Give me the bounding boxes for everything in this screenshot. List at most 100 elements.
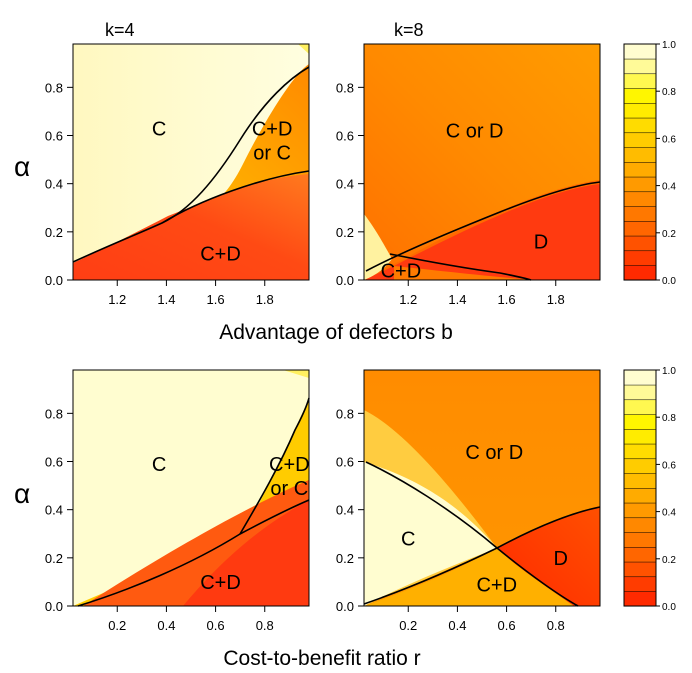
region-labels: C or D D C+D: [381, 121, 549, 283]
colorbar-swatch: [623, 473, 657, 489]
colorbar-label: 1.0: [662, 366, 676, 377]
colorbar-swatch: [623, 117, 657, 134]
x-tick-label: 1.2: [399, 292, 417, 307]
y-tick-label: 0.6: [45, 455, 63, 470]
y-tick-label: 0.2: [336, 225, 354, 240]
region-fill-corner: [298, 44, 309, 54]
colorbar-bottom: 0.0 0.2 0.4 0.6 0.8 1.0: [623, 366, 676, 613]
y-tick-label: 0.2: [336, 551, 354, 566]
region-label: C+D: [269, 454, 310, 476]
colorbar-label: 0.2: [662, 555, 676, 566]
colorbar-swatch: [623, 43, 657, 60]
colorbar-label: 0.2: [662, 229, 676, 240]
colorbar-swatch: [623, 191, 657, 207]
region-label: C: [152, 118, 166, 140]
boundary-curve-descending: [365, 461, 579, 607]
colorbar-swatch: [623, 399, 657, 415]
x-tick-label: 1.6: [207, 292, 225, 307]
heatmap-bottom-right: [364, 370, 600, 606]
region-labels: C C+Dor CC+D: [152, 118, 293, 265]
boundary-curve-ascending: [363, 506, 601, 605]
colorbar-swatch: [623, 414, 657, 430]
y-tick-label: 0.0: [336, 599, 354, 614]
colorbar-swatch: [623, 561, 657, 578]
x-tick-label: 1.4: [448, 292, 466, 307]
region-fill-deep-defection: [183, 500, 309, 606]
y-tick-label: 0.0: [45, 599, 63, 614]
region-fill-defection: [497, 506, 600, 606]
colorbar-frame: [623, 369, 657, 607]
axes: 0.2 0.4 0.6 0.8 0.0 0.2 0.4 0.6 0.8: [45, 406, 274, 633]
colorbar-label: 1.0: [662, 40, 676, 51]
y-tick-label: 0.0: [336, 273, 354, 288]
colorbar-swatch: [623, 265, 657, 281]
panel-bottom-right: C or D C C+D D 0.2 0.4 0.6 0.8 0.0 0.2 0.4 0.6 0.8: [336, 369, 601, 633]
x-tick-label: 0.6: [207, 618, 225, 633]
axes: 1.2 1.4 1.6 1.8 0.0 0.2 0.4 0.6 0.8: [336, 80, 565, 307]
colorbar-swatch: [623, 487, 657, 504]
y-tick-label: 0.4: [45, 503, 63, 518]
x-tick-label: 1.6: [498, 292, 516, 307]
boundary-curve-upper: [161, 66, 310, 224]
plot-frame: [72, 369, 310, 607]
x-tick-label: 0.6: [498, 618, 516, 633]
region-label: C: [401, 529, 415, 551]
x-tick-label: 0.2: [399, 618, 417, 633]
region-fill-c-plus-d: [394, 266, 534, 280]
region-label: C+D: [200, 572, 241, 594]
region-label: C+D: [200, 244, 241, 266]
region-fill-defection: [364, 184, 600, 280]
region-labels: C C+Dor CC+D: [152, 454, 310, 594]
region-fill-corner: [283, 370, 309, 378]
y-tick-label: 0.6: [45, 129, 63, 144]
y-tick-label: 0.0: [45, 273, 63, 288]
colorbar-swatch: [623, 428, 657, 445]
colorbar-swatch: [623, 532, 657, 548]
region-fill-defection: [73, 174, 309, 280]
region-label: C or D: [465, 442, 523, 464]
x-tick-label: 0.2: [108, 618, 126, 633]
colorbar-swatch: [623, 250, 657, 266]
x-tick-label: 1.8: [547, 292, 565, 307]
y-tick-label: 0.8: [336, 406, 354, 421]
colorbar-swatch: [623, 517, 657, 533]
y-tick-label: 0.8: [45, 406, 63, 421]
boundary-curve-lower: [389, 253, 532, 281]
colorbar-label: 0.0: [662, 602, 676, 613]
x-tick-label: 0.4: [157, 618, 175, 633]
colorbar-swatch: [623, 176, 657, 193]
region-labels: C or D C C+D D: [401, 442, 568, 596]
plot-frame: [72, 43, 310, 281]
region-label: D: [534, 231, 548, 253]
colorbar-label: 0.4: [662, 182, 676, 193]
y-tick-label: 0.4: [336, 177, 354, 192]
y-tick-label: 0.4: [336, 503, 354, 518]
y-tick-label: 0.4: [45, 177, 63, 192]
x-tick-label: 0.8: [256, 618, 274, 633]
colorbar-swatch: [623, 102, 657, 119]
colorbar-label: 0.8: [662, 87, 676, 98]
colorbar-swatch: [623, 220, 657, 237]
y-tick-label: 0.6: [336, 455, 354, 470]
colorbar-swatch: [623, 384, 657, 401]
colorbar-swatch: [623, 443, 657, 460]
panel-title-k8: k=8: [394, 20, 424, 40]
region-label: C+D: [381, 260, 422, 282]
region-fill-cooperation: [364, 462, 497, 606]
colorbar-swatch: [623, 369, 657, 386]
y-tick-label: 0.8: [336, 80, 354, 95]
colorbar-swatch: [623, 458, 657, 474]
colorbar-swatch: [623, 576, 657, 592]
y-tick-label: 0.6: [336, 129, 354, 144]
y-axis-label-top: α: [14, 151, 30, 182]
colorbar-top: 0.0 0.2 0.4 0.6 0.8 1.0: [623, 40, 676, 287]
boundary-curve-lower: [77, 499, 310, 607]
plot-frame: [363, 369, 601, 607]
panel-bottom-left: C C+Dor CC+D 0.2 0.4 0.6 0.80.00.20.40.60.8: [45, 369, 310, 633]
axes: 1.2 1.4 1.6 1.8 0.0 0.2 0.4 0.6 0.8: [45, 80, 274, 307]
colorbar-swatch: [623, 132, 657, 148]
region-fill-pale-corner: [364, 214, 392, 280]
region-label: C: [152, 454, 166, 476]
region-label: C or D: [446, 121, 504, 143]
